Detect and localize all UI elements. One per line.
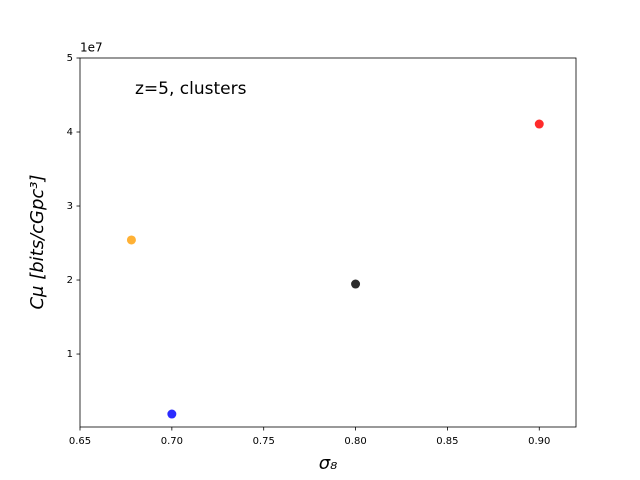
x-tick-label: 0.65 <box>69 436 91 447</box>
y-axis-label: Cμ [bits/cGpc³] <box>27 174 48 309</box>
x-tick-label: 0.75 <box>253 436 275 447</box>
x-tick-label: 0.70 <box>161 436 183 447</box>
y-offset-label: 1e7 <box>80 41 103 55</box>
y-tick-label: 5 <box>67 53 73 64</box>
y-tick-label: 4 <box>67 127 73 138</box>
y-tick-label: 2 <box>67 275 73 286</box>
x-tick-label: 0.85 <box>436 436 458 447</box>
point <box>167 409 177 419</box>
point <box>126 235 136 245</box>
x-tick-label: 0.90 <box>528 436 550 447</box>
point <box>534 119 544 129</box>
y-tick-label: 3 <box>67 201 73 212</box>
annotation: z=5, clusters <box>135 79 247 99</box>
x-axis-label: σ₈ <box>319 453 338 474</box>
y-tick-label: 1 <box>67 349 73 360</box>
point <box>351 279 361 289</box>
plot-frame <box>79 57 577 428</box>
x-tick-label: 0.80 <box>344 436 366 447</box>
